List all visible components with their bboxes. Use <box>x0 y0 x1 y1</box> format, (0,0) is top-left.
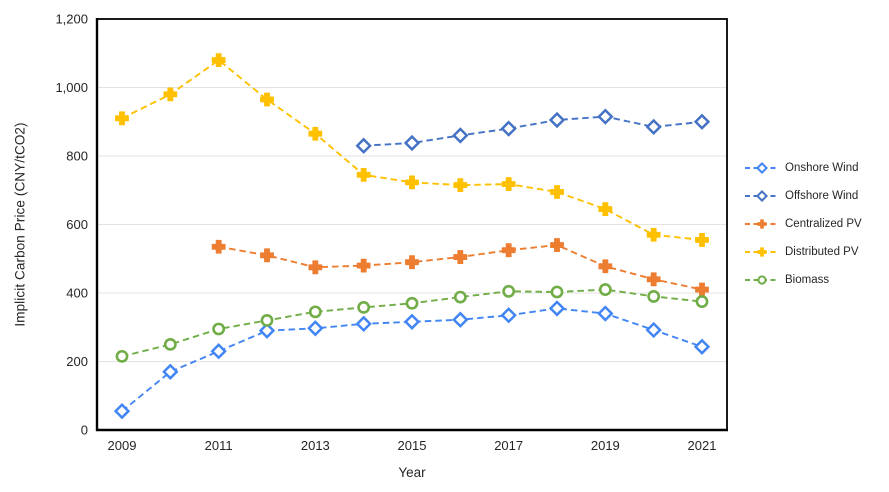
onshore-wind-legend-marker <box>745 161 779 174</box>
plus-marker <box>695 282 709 297</box>
y-tick-label: 200 <box>66 354 88 369</box>
diamond-marker <box>548 111 566 129</box>
x-tick-label: 2015 <box>398 438 427 453</box>
circle-marker <box>212 322 226 336</box>
plus-marker <box>550 238 564 252</box>
plus-marker <box>308 126 323 141</box>
y-tick-label: 1,200 <box>55 12 88 27</box>
legend: Onshore Wind Offshore Wind Centralized PV D… <box>744 160 862 287</box>
diamond-icon <box>755 189 769 202</box>
plus-marker <box>501 177 516 191</box>
diamond-marker <box>355 315 372 332</box>
legend-label-centralized-pv: Centralized PV <box>785 217 862 230</box>
y-tick-label: 400 <box>66 286 88 301</box>
legend-label-distributed-pv: Distributed PV <box>785 245 859 258</box>
plus-marker <box>453 178 468 193</box>
circle-marker <box>598 283 612 296</box>
plus-marker <box>598 202 613 216</box>
circle-marker <box>163 337 177 351</box>
series-offshore-wind <box>363 115 703 147</box>
x-tick-label: 2009 <box>108 438 137 453</box>
diamond-marker <box>113 402 131 420</box>
diamond-marker <box>403 313 421 330</box>
y-tick-label: 800 <box>66 149 88 164</box>
diamond-marker <box>452 127 469 144</box>
plus-marker <box>211 239 226 254</box>
x-axis-title: Year <box>398 465 426 480</box>
circle-marker <box>405 296 419 310</box>
plus-marker <box>211 53 226 67</box>
x-tick-label: 2013 <box>301 438 330 453</box>
plus-icon <box>757 246 767 257</box>
diamond-marker <box>307 320 324 337</box>
diamond-marker <box>500 120 517 137</box>
diamond-marker <box>645 321 662 339</box>
legend-item-onshore-wind: Onshore Wind <box>744 160 862 175</box>
legend-item-distributed-pv: Distributed PV <box>744 244 862 259</box>
plus-marker <box>646 272 661 287</box>
diamond-marker <box>597 305 614 322</box>
diamond-marker <box>403 134 421 152</box>
diamond-marker <box>500 307 517 324</box>
diamond-marker <box>162 363 179 380</box>
circle-icon <box>757 274 767 285</box>
circle-marker <box>550 285 564 299</box>
circle-marker <box>453 290 467 304</box>
distributed-pv-legend-marker <box>745 246 779 257</box>
legend-item-centralized-pv: Centralized PV <box>744 216 862 231</box>
plus-marker <box>356 167 371 182</box>
diamond-marker <box>693 338 711 355</box>
legend-label-offshore-wind: Offshore Wind <box>785 189 859 202</box>
circle-marker <box>647 290 661 303</box>
plus-marker <box>501 243 516 258</box>
circle-marker <box>695 295 709 308</box>
plus-marker <box>453 250 468 264</box>
circle-marker <box>357 300 371 314</box>
plus-marker <box>115 111 129 126</box>
circle-marker <box>502 284 516 298</box>
plus-marker <box>695 233 709 247</box>
x-tick-label: 2019 <box>591 438 620 453</box>
legend-label-onshore-wind: Onshore Wind <box>785 161 859 174</box>
x-tick-label: 2017 <box>494 438 523 453</box>
plus-marker <box>163 87 178 102</box>
plus-marker <box>260 92 274 107</box>
diamond-marker <box>452 311 469 328</box>
circle-marker <box>260 313 274 327</box>
series-line-offshore-wind <box>363 115 703 147</box>
legend-label-biomass: Biomass <box>785 273 830 286</box>
biomass-legend-marker <box>745 274 779 285</box>
plus-marker <box>405 175 419 190</box>
plus-marker <box>598 259 613 274</box>
diamond-marker <box>210 343 227 360</box>
diamond-marker <box>645 118 662 136</box>
plus-marker <box>308 260 323 275</box>
diamond-marker <box>258 322 276 339</box>
diamond-marker <box>597 108 614 125</box>
y-tick-label: 1,000 <box>55 80 88 95</box>
y-tick-label: 600 <box>66 217 88 232</box>
diamond-marker <box>355 137 372 154</box>
plus-marker <box>260 248 274 263</box>
circle-marker <box>308 305 322 319</box>
plus-icon <box>757 218 767 229</box>
x-tick-label: 2011 <box>205 438 233 453</box>
legend-item-offshore-wind: Offshore Wind <box>744 188 862 203</box>
diamond-marker <box>693 113 711 130</box>
plus-marker <box>550 185 564 199</box>
centralized-pv-legend-marker <box>745 218 779 229</box>
plus-marker <box>356 258 371 273</box>
x-tick-label: 2021 <box>688 438 717 453</box>
offshore-wind-legend-marker <box>745 189 779 202</box>
plus-marker <box>405 255 419 270</box>
legend-item-biomass: Biomass <box>744 272 862 287</box>
diamond-icon <box>755 161 769 174</box>
y-axis-title: Implicit Carbon Price (CNY/tCO2) <box>12 122 28 327</box>
y-tick-label: 0 <box>81 423 88 438</box>
diamond-marker <box>548 300 566 317</box>
plus-marker <box>646 227 661 242</box>
circle-marker <box>115 349 129 363</box>
